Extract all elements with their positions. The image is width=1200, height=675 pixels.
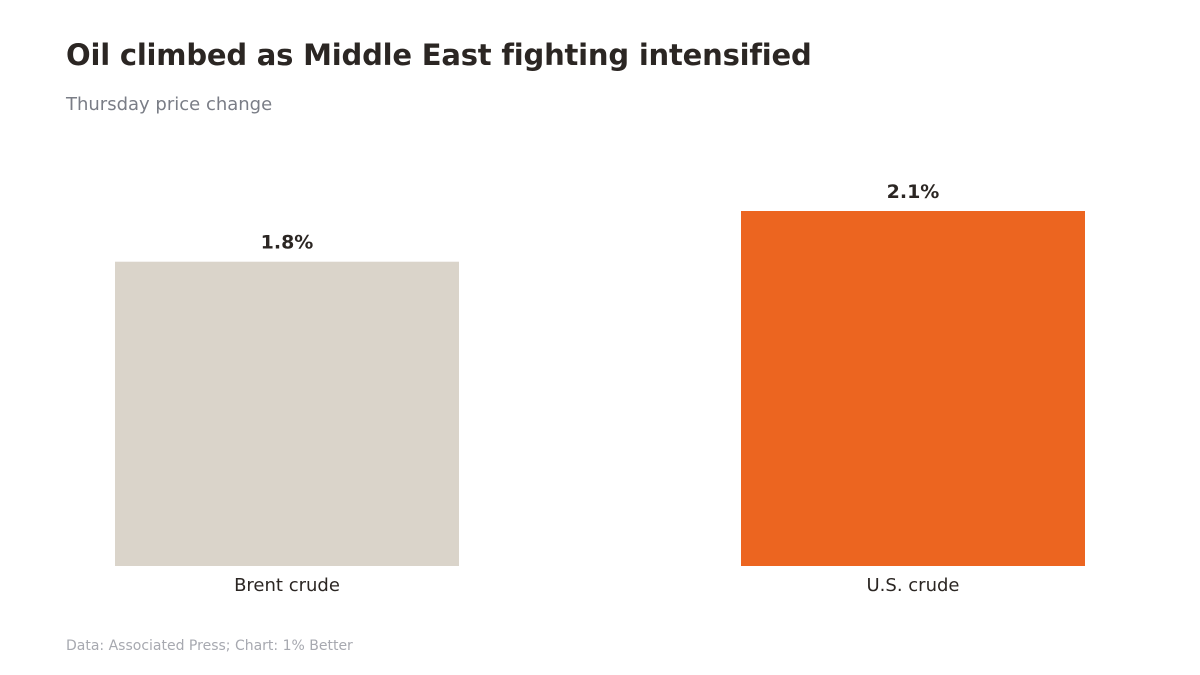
chart-subtitle: Thursday price change xyxy=(66,94,273,115)
chart-title: Oil climbed as Middle East fighting inte… xyxy=(66,38,812,72)
value-label-1: 2.1% xyxy=(887,181,940,203)
category-label-1: U.S. crude xyxy=(867,575,960,596)
bar-0 xyxy=(115,261,459,566)
source-note: Data: Associated Press; Chart: 1% Better xyxy=(66,638,353,654)
category-label-0: Brent crude xyxy=(234,575,340,596)
bar-1 xyxy=(741,211,1085,566)
value-label-0: 1.8% xyxy=(261,232,314,254)
